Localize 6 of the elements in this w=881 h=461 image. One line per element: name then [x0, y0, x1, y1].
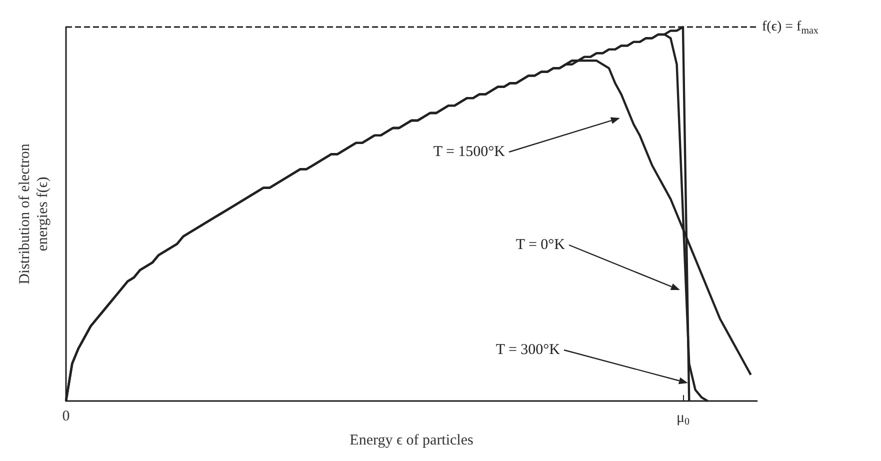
annotation: T = 0°K [516, 237, 566, 253]
x-axis-title: Energy ϵ of particles [350, 432, 474, 448]
annotation: T = 300°K [496, 342, 560, 358]
annotation: T = 1500°K [433, 144, 506, 160]
y-axis-title: Distribution of electron energies f(ϵ) [17, 143, 51, 284]
x-tick-label: 0 [62, 408, 70, 424]
